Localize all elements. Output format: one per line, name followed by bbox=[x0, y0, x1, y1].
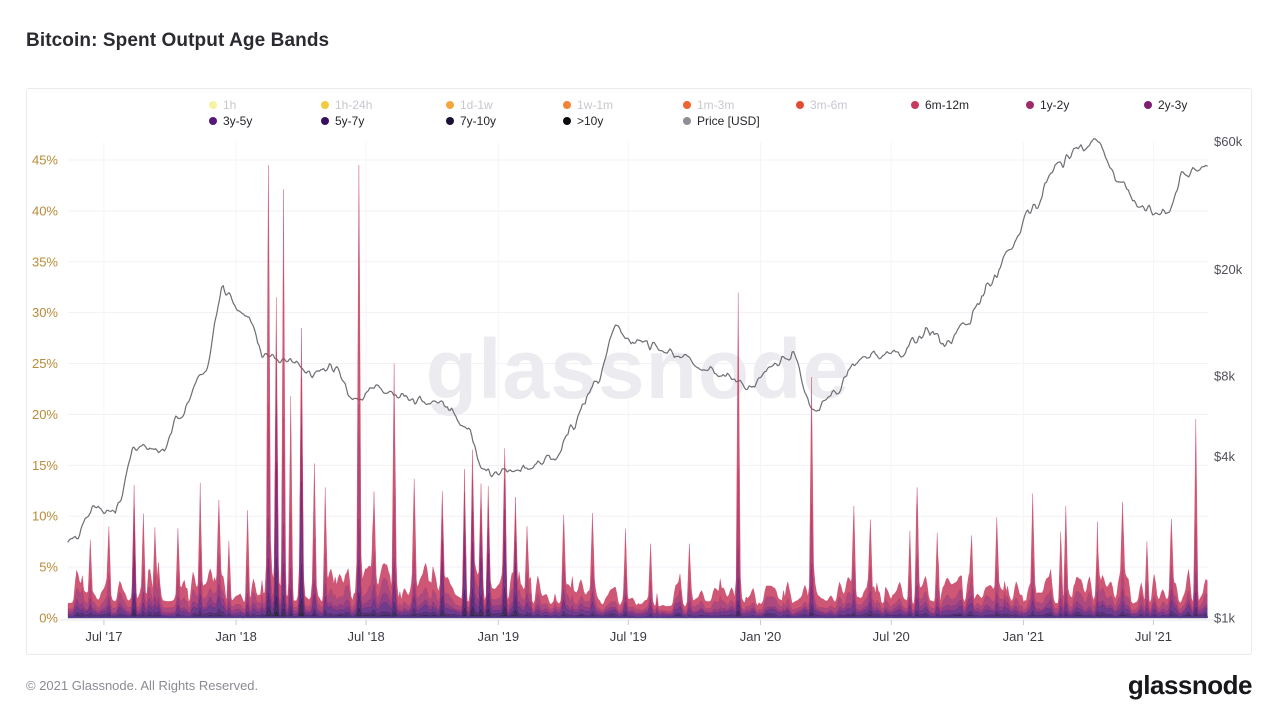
svg-text:$60k: $60k bbox=[1214, 134, 1243, 149]
legend-item-label: 1h bbox=[223, 98, 237, 112]
legend-item-6m-12m[interactable]: 6m-12m bbox=[911, 98, 969, 112]
legend-item--10y[interactable]: >10y bbox=[563, 114, 603, 128]
legend-item-1h-24h[interactable]: 1h-24h bbox=[321, 98, 372, 112]
legend-item-1y-2y[interactable]: 1y-2y bbox=[1026, 98, 1069, 112]
legend-item-7y-10y[interactable]: 7y-10y bbox=[446, 114, 496, 128]
svg-text:Jul '18: Jul '18 bbox=[348, 629, 385, 644]
svg-text:Jan '18: Jan '18 bbox=[215, 629, 257, 644]
svg-text:$4k: $4k bbox=[1214, 449, 1235, 464]
svg-text:5%: 5% bbox=[39, 560, 58, 575]
svg-text:$1k: $1k bbox=[1214, 611, 1235, 626]
legend-item-1m-3m[interactable]: 1m-3m bbox=[683, 98, 734, 112]
svg-text:40%: 40% bbox=[32, 203, 58, 218]
glassnode-logo[interactable]: glassnode bbox=[1127, 670, 1253, 700]
svg-text:30%: 30% bbox=[32, 305, 58, 320]
legend-item-label: 1m-3m bbox=[697, 98, 735, 112]
gridlines bbox=[68, 142, 1208, 618]
legend-dot bbox=[209, 117, 217, 125]
legend-item-label: 7y-10y bbox=[460, 114, 497, 128]
glassnode-watermark: glassnode bbox=[426, 322, 850, 416]
legend-dot bbox=[683, 117, 691, 125]
legend-dot bbox=[796, 101, 804, 109]
svg-text:10%: 10% bbox=[32, 509, 58, 524]
svg-text:15%: 15% bbox=[32, 458, 58, 473]
footer-copyright: © 2021 Glassnode. All Rights Reserved. bbox=[26, 678, 259, 693]
svg-text:$20k: $20k bbox=[1214, 262, 1243, 277]
legend-item-2y-3y[interactable]: 2y-3y bbox=[1144, 98, 1187, 112]
right-axis-labels: $1k $4k $8k $20k $60k bbox=[1214, 134, 1243, 626]
svg-text:Jan '19: Jan '19 bbox=[478, 629, 520, 644]
legend-item-label: 5y-7y bbox=[335, 114, 365, 128]
legend-item-label: 3y-5y bbox=[223, 114, 253, 128]
legend-item-5y-7y[interactable]: 5y-7y bbox=[321, 114, 364, 128]
legend-item-price-usd-[interactable]: Price [USD] bbox=[683, 114, 760, 128]
legend-item-1d-1w[interactable]: 1d-1w bbox=[446, 98, 493, 112]
legend-dot bbox=[683, 101, 691, 109]
price-usd-line bbox=[67, 138, 1208, 543]
legend-item-label: 2y-3y bbox=[1158, 98, 1188, 112]
legend-dot bbox=[209, 101, 217, 109]
legend-dot bbox=[563, 117, 571, 125]
legend-item-3m-6m[interactable]: 3m-6m bbox=[796, 98, 847, 112]
chart-card bbox=[26, 88, 1252, 655]
legend-dot bbox=[321, 101, 329, 109]
legend-dot bbox=[446, 101, 454, 109]
band-area-6m-12m bbox=[67, 165, 1208, 612]
svg-text:45%: 45% bbox=[32, 153, 58, 168]
svg-text:20%: 20% bbox=[32, 407, 58, 422]
chart-plot-area[interactable] bbox=[68, 140, 1208, 618]
legend-item-3y-5y[interactable]: 3y-5y bbox=[209, 114, 252, 128]
svg-text:25%: 25% bbox=[32, 356, 58, 371]
legend-item-1w-1m[interactable]: 1w-1m bbox=[563, 98, 613, 112]
legend-dot bbox=[1144, 101, 1152, 109]
legend-item-label: 1h-24h bbox=[335, 98, 373, 112]
svg-text:Jan '21: Jan '21 bbox=[1003, 629, 1045, 644]
legend-item-label: >10y bbox=[577, 114, 604, 128]
svg-text:Jul '21: Jul '21 bbox=[1135, 629, 1172, 644]
legend-item-label: 6m-12m bbox=[925, 98, 970, 112]
legend-dot bbox=[911, 101, 919, 109]
legend-dot bbox=[321, 117, 329, 125]
legend-dot bbox=[446, 117, 454, 125]
svg-text:Jul '19: Jul '19 bbox=[610, 629, 647, 644]
legend-dot bbox=[1026, 101, 1034, 109]
legend-item-label: 3m-6m bbox=[810, 98, 848, 112]
svg-text:Jul '20: Jul '20 bbox=[873, 629, 910, 644]
svg-text:$8k: $8k bbox=[1214, 369, 1235, 384]
svg-text:0%: 0% bbox=[39, 611, 58, 626]
legend-item-label: 1w-1m bbox=[577, 98, 614, 112]
svg-text:35%: 35% bbox=[32, 254, 58, 269]
legend-item-label: Price [USD] bbox=[697, 114, 760, 128]
legend-item-label: 1y-2y bbox=[1040, 98, 1070, 112]
legend-item-1h[interactable]: 1h bbox=[209, 98, 236, 112]
legend-dot bbox=[563, 101, 571, 109]
x-axis-labels: Jul '17 Jan '18 Jul '18 Jan '19 Jul '19 Jan '… bbox=[85, 629, 1172, 644]
svg-text:Jan '20: Jan '20 bbox=[740, 629, 782, 644]
page-title: Bitcoin: Spent Output Age Bands bbox=[26, 30, 330, 51]
svg-text:Jul '17: Jul '17 bbox=[85, 629, 122, 644]
x-axis-ticks bbox=[103, 620, 1154, 625]
left-axis-labels: 0% 5% 10% 15% 20% 25% 30% 35% 40% 45% bbox=[32, 153, 58, 626]
legend-item-label: 1d-1w bbox=[460, 98, 493, 112]
